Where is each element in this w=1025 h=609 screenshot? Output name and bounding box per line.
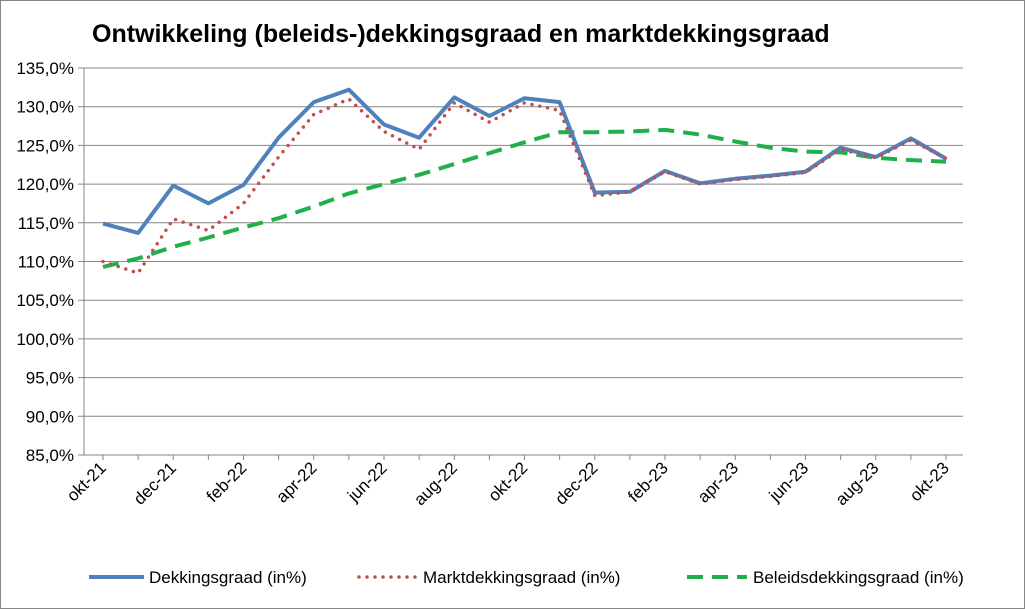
x-tick-label: jun-23 [765,458,813,506]
y-tick-label: 105,0% [16,291,74,310]
legend: Dekkingsgraad (in%) Marktdekkingsgraad (i… [89,568,964,587]
y-tick-labels: 85,0% 90,0% 95,0% 100,0% 105,0% 110,0% 115,0% 1… [16,59,74,465]
x-tick-label: jun-22 [343,458,391,506]
x-tick-label: dec-21 [130,458,180,508]
y-tick-label: 125,0% [16,136,74,155]
x-tick-label: apr-22 [272,458,320,506]
series-line-2 [101,97,948,275]
y-tick-label: 120,0% [16,175,74,194]
legend-label-1: Dekkingsgraad (in%) [149,568,307,587]
y-tick-label: 115,0% [18,214,74,233]
y-tick-label: 85,0% [26,446,74,465]
x-tick-label: feb-22 [203,458,251,506]
x-tick-label: aug-23 [832,458,883,509]
x-tick-label: okt-21 [63,458,110,505]
y-tick-label: 90,0% [26,407,74,426]
series-lines [101,87,948,275]
grid-lines [78,67,963,456]
chart-title: Ontwikkeling (beleids-)dekkingsgraad en … [92,20,830,48]
y-tick-label: 135,0% [16,59,74,78]
series-line-1 [102,87,947,235]
x-tick-label: okt-23 [906,458,953,505]
x-tick-label: aug-22 [410,458,461,509]
y-tick-label: 130,0% [16,98,74,117]
x-tick-label: okt-22 [484,458,531,505]
legend-label-3: Beleidsdekkingsgraad (in%) [753,568,964,587]
x-tick-labels: okt-21 dec-21 feb-22 apr-22 jun-22 aug-22 okt-… [63,458,953,509]
x-tick-label: dec-22 [551,458,601,508]
x-tick-label: feb-23 [624,458,672,506]
y-tick-label: 95,0% [26,369,74,388]
series-line-3 [102,127,947,269]
y-tick-label: 100,0% [16,330,74,349]
y-tick-label: 110,0% [18,253,74,272]
x-tick-label: apr-23 [694,458,742,506]
axes [83,68,963,460]
legend-label-2: Marktdekkingsgraad (in%) [423,568,620,587]
